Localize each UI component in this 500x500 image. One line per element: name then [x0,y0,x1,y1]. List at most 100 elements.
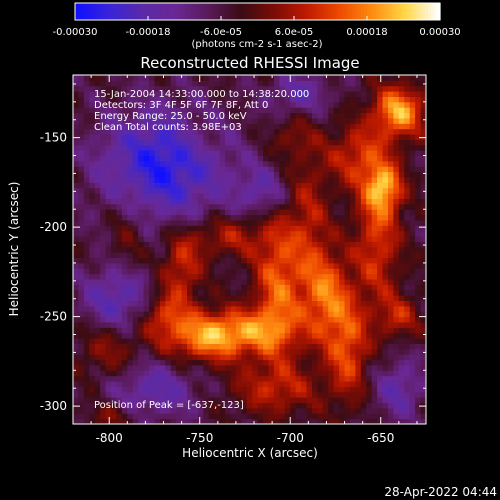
heatmap-cell [306,209,313,216]
heatmap-cell [154,418,161,425]
heatmap-cell [143,311,150,318]
heatmap-cell [73,262,79,269]
heatmap-cell [83,209,90,216]
colorbar-segment [433,3,438,20]
heatmap-cell [187,177,193,183]
heatmap-cell [203,112,210,119]
heatmap-cell [116,284,123,291]
heatmap-cell [252,144,259,151]
heatmap-cell [295,413,302,420]
heatmap-cell [301,279,308,285]
heatmap-cell [290,80,297,87]
heatmap-cell [398,155,405,162]
heatmap-cell [94,198,101,205]
heatmap-cell [230,193,237,199]
heatmap-cell [143,203,150,210]
heatmap-cell [344,219,351,226]
heatmap-cell [241,300,248,307]
heatmap-cell [159,198,166,205]
heatmap-cell [246,155,253,162]
heatmap-cell [263,284,270,291]
heatmap-cell [241,155,248,162]
heatmap-cell [306,160,313,167]
heatmap-cell [322,171,329,178]
heatmap-cell [404,160,411,167]
heatmap-cell [138,160,145,167]
heatmap-cell [235,375,242,382]
colorbar-segment [275,3,280,20]
heatmap-cell [387,268,394,275]
heatmap-cell [268,85,275,92]
heatmap-cell [83,370,90,377]
heatmap-cell [252,139,259,146]
heatmap-cell [246,209,253,216]
heatmap-cell [333,262,340,269]
heatmap-cell [214,311,221,318]
heatmap-cell [371,101,378,108]
heatmap-cell [214,370,221,377]
heatmap-cell [252,338,259,344]
heatmap-cell [235,101,242,108]
heatmap-cell [78,75,85,81]
heatmap-cell [100,139,107,146]
heatmap-cell [208,230,215,237]
heatmap-cell [73,80,79,87]
heatmap-cell [268,289,275,296]
heatmap-cell [344,209,351,216]
heatmap-cell [127,160,134,167]
heatmap-cell [154,273,161,280]
heatmap-cell [192,321,199,328]
heatmap-cell [273,402,280,409]
heatmap-cell [132,359,139,366]
heatmap-cell [415,182,422,189]
heatmap-cell [263,198,270,205]
heatmap-cell [203,123,210,130]
heatmap-cell [415,150,422,157]
heatmap-cell [181,236,188,242]
heatmap-cell [203,236,210,242]
heatmap-cell [311,402,318,409]
heatmap-cell [333,107,340,114]
heatmap-cell [143,252,150,259]
heatmap-cell [192,182,199,189]
heatmap-cell [377,193,384,199]
heatmap-cell [301,75,308,81]
heatmap-cell [263,80,270,87]
heatmap-cell [170,311,177,318]
heatmap-cell [89,257,96,264]
heatmap-cell [268,187,275,194]
heatmap-cell [176,257,183,264]
heatmap-cell [203,75,210,81]
heatmap-cell [339,107,346,114]
heatmap-cell [301,155,308,162]
heatmap-cell [176,354,183,361]
heatmap-cell [100,209,107,216]
heatmap-cell [415,359,422,366]
heatmap-cell [116,107,123,114]
heatmap-cell [306,128,313,135]
heatmap-cell [344,284,351,291]
heatmap-cell [360,284,367,291]
heatmap-cell [322,338,329,344]
heatmap-cell [181,75,188,81]
heatmap-cell [181,187,188,194]
heatmap-cell [328,123,335,130]
heatmap-cell [94,214,101,221]
heatmap-cell [246,300,253,307]
heatmap-cell [393,187,400,194]
heatmap-cell [132,391,139,398]
heatmap-cell [246,305,253,312]
heatmap-cell [127,268,134,275]
heatmap-cell [121,150,128,157]
heatmap-cell [121,348,128,355]
heatmap-cell [279,300,286,307]
heatmap-cell [355,134,362,140]
heatmap-cell [252,252,259,259]
heatmap-cell [138,321,145,328]
heatmap-cell [138,418,145,425]
heatmap-cell [78,257,85,264]
heatmap-cell [132,160,139,167]
heatmap-cell [295,370,302,377]
heatmap-cell [360,177,367,183]
heatmap-cell [219,381,226,387]
